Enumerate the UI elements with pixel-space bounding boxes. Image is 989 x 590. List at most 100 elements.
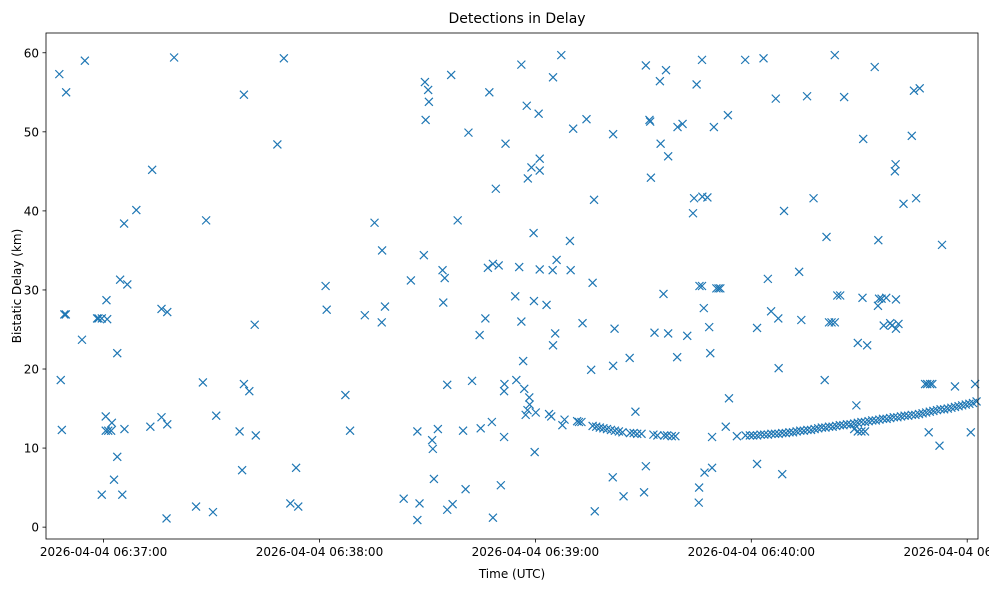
data-point <box>491 184 501 194</box>
data-point <box>534 109 544 119</box>
data-point <box>799 426 809 436</box>
y-tick-label: 60 <box>24 46 39 60</box>
data-point <box>511 375 521 385</box>
data-point <box>862 340 872 350</box>
data-point <box>873 301 883 311</box>
x-axis-label: Time (UTC) <box>478 567 545 581</box>
data-point <box>839 92 849 102</box>
data-point <box>830 50 840 60</box>
data-point <box>813 423 823 433</box>
data-point <box>56 375 66 385</box>
data-point <box>115 275 125 285</box>
data-point <box>631 407 640 417</box>
y-tick-label: 0 <box>31 521 39 535</box>
data-point <box>406 276 416 285</box>
data-point <box>122 279 132 289</box>
data-point <box>900 411 910 421</box>
data-point <box>957 400 967 410</box>
data-point <box>419 250 429 260</box>
data-point <box>516 60 526 70</box>
data-point <box>251 431 261 440</box>
data-point <box>856 427 866 436</box>
data-point <box>546 412 556 421</box>
data-point <box>57 425 67 435</box>
data-point <box>748 431 758 440</box>
data-point <box>659 289 668 299</box>
data-point <box>619 491 628 501</box>
data-point <box>740 55 750 65</box>
data-point <box>120 424 129 434</box>
data-point <box>494 261 504 270</box>
data-point <box>964 399 974 409</box>
data-point <box>785 427 794 437</box>
data-point <box>925 407 935 417</box>
data-point <box>777 428 787 438</box>
data-point <box>824 422 834 432</box>
x-tick-label: 2026-04-04 06:39:00 <box>472 545 599 559</box>
data-point <box>714 283 723 293</box>
data-point <box>614 427 624 436</box>
data-point <box>689 193 699 203</box>
y-axis-label: Bistatic Delay (km) <box>10 229 24 344</box>
data-point <box>806 425 816 435</box>
data-point <box>879 321 889 330</box>
data-point <box>707 463 717 473</box>
chart-title: Detections in Delay <box>448 11 585 27</box>
data-point <box>752 459 762 469</box>
data-point <box>803 425 812 435</box>
data-point <box>697 281 707 291</box>
data-point <box>899 199 908 209</box>
data-point <box>322 305 332 315</box>
data-point <box>802 91 812 101</box>
data-point <box>885 413 895 423</box>
data-point <box>891 295 901 304</box>
data-point <box>874 294 884 304</box>
data-point <box>707 432 717 442</box>
data-point <box>535 166 545 175</box>
data-point <box>61 87 71 97</box>
data-point <box>723 110 733 120</box>
data-point <box>552 255 562 265</box>
data-point <box>878 414 888 424</box>
data-point <box>881 293 891 303</box>
data-point <box>853 338 863 348</box>
data-point <box>560 415 569 425</box>
data-point <box>608 361 618 371</box>
data-point <box>688 208 698 218</box>
data-point <box>531 408 541 417</box>
x-axis-ticks: 2026-04-04 06:37:00 2026-04-04 06:38:00 20… <box>40 539 989 559</box>
data-point <box>448 499 458 509</box>
data-point <box>774 429 784 439</box>
data-point <box>846 419 856 429</box>
data-point <box>752 323 762 333</box>
data-point <box>711 283 721 293</box>
data-point <box>667 431 677 441</box>
data-point <box>835 420 845 430</box>
data-point <box>702 193 712 202</box>
data-point <box>147 165 157 175</box>
data-point <box>427 435 437 445</box>
x-tick-label: 2026-04-04 06:37:00 <box>40 545 167 559</box>
data-point <box>464 128 473 138</box>
data-point <box>954 401 963 411</box>
data-point <box>117 490 127 500</box>
data-point <box>907 131 917 141</box>
data-point <box>548 72 558 82</box>
data-point <box>928 406 938 416</box>
data-point <box>487 417 497 427</box>
data-point <box>892 412 902 422</box>
data-point <box>377 245 387 255</box>
data-point <box>244 386 254 396</box>
data-point <box>925 379 935 389</box>
data-point <box>752 431 762 440</box>
y-axis-ticks: 0 10 20 30 40 50 60 <box>24 46 46 535</box>
data-point <box>119 219 129 228</box>
data-point <box>211 411 221 421</box>
data-point <box>650 328 659 338</box>
data-point <box>157 412 166 422</box>
data-point <box>421 115 431 125</box>
data-point <box>673 122 682 132</box>
data-point <box>162 307 172 317</box>
